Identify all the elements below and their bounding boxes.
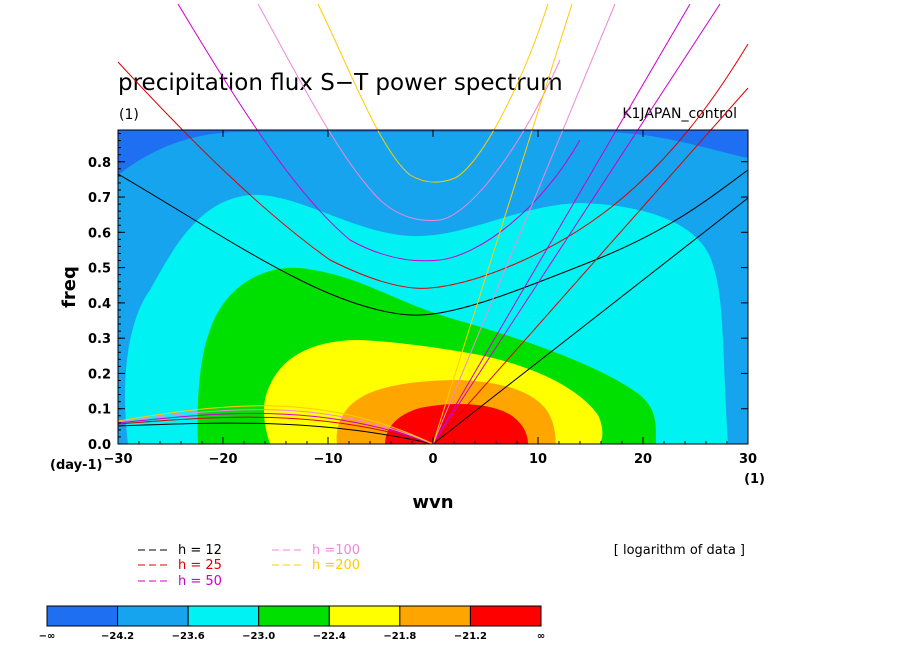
x-unit-label: (1) — [744, 472, 765, 487]
curve-h100-kelvin — [432, 3, 616, 444]
y-tick-label: 0.7 — [88, 191, 111, 206]
colorbar-label: −∞ — [39, 631, 56, 642]
curve-h200-kelvin — [432, 3, 573, 444]
y-tick-label: 0.8 — [88, 156, 111, 171]
curve-h50-kelvin-1 — [432, 3, 721, 444]
curve-h200-lower — [117, 405, 434, 444]
curve-h50-kelvin-2 — [432, 3, 691, 444]
y-tick-label: 0.3 — [88, 332, 111, 347]
chart-subtitle-left: (1) — [119, 107, 139, 123]
colorbar: −∞ −24.2 −23.6 −23.0 −22.4 −21.8 −21.2 ∞ — [39, 605, 545, 642]
y-ticks: 0.0 0.1 0.2 0.3 0.4 0.5 0.6 0.7 0.8 — [88, 133, 748, 453]
y-tick-label: 0.2 — [88, 367, 111, 382]
colorbar-cell — [117, 605, 189, 627]
x-ticks: −30 −20 −10 0 10 20 30 — [104, 130, 757, 467]
chart-title: precipitation flux S−T power spectrum — [118, 70, 563, 96]
colorbar-cell — [469, 605, 542, 627]
colorbar-cell — [187, 605, 260, 627]
curve-h12-kelvin — [432, 197, 749, 444]
x-axis-label: wvn — [412, 492, 453, 513]
curve-h50-lower — [117, 412, 434, 444]
curve-h25-upper — [117, 43, 749, 289]
y-tick-label: 0.5 — [88, 262, 111, 277]
y-tick-label: 0.1 — [88, 403, 111, 418]
x-tick-label: 20 — [634, 452, 652, 467]
x-tick-label: −20 — [209, 452, 238, 467]
y-tick-label: 0.0 — [88, 438, 111, 453]
colorbar-label: −23.6 — [172, 631, 205, 642]
y-tick-label: 0.6 — [88, 226, 111, 241]
colorbar-label: −21.2 — [454, 631, 487, 642]
y-unit-label: (day-1) — [50, 458, 102, 473]
x-tick-label: 30 — [739, 452, 757, 467]
dispersion-curves — [117, 3, 749, 444]
curve-h50-upper — [177, 3, 581, 262]
curve-h100-lower — [117, 409, 434, 444]
data-note: [ logarithm of data ] — [614, 543, 745, 558]
colorbar-label: −21.8 — [383, 631, 416, 642]
curve-h25-kelvin — [432, 87, 749, 444]
colorbar-label: ∞ — [537, 631, 545, 642]
curve-h25-lower — [117, 416, 434, 444]
curve-h12-upper — [117, 169, 749, 316]
legend-label: h =200 — [312, 558, 360, 573]
colorbar-cell — [46, 605, 119, 627]
legend-label: h = 25 — [178, 558, 222, 573]
x-tick-label: −10 — [314, 452, 343, 467]
curve-h12-lower — [117, 422, 434, 444]
legend-label: h = 50 — [178, 574, 222, 589]
colorbar-cell — [399, 605, 471, 627]
legend-label: h = 12 — [178, 543, 222, 558]
colorbar-label: −22.4 — [313, 631, 346, 642]
colorbar-label: −24.2 — [101, 631, 134, 642]
contour-fill — [118, 130, 748, 444]
contour-band-6 — [385, 404, 528, 444]
curve-h100-upper — [257, 3, 561, 221]
colorbar-label: −23.0 — [242, 631, 275, 642]
colorbar-cell — [328, 605, 401, 627]
y-axis-label: freq — [59, 266, 80, 308]
y-tick-label: 0.4 — [88, 297, 111, 312]
x-tick-label: 10 — [529, 452, 547, 467]
x-tick-label: 0 — [428, 452, 437, 467]
x-tick-label: −30 — [104, 452, 133, 467]
legend-label: h =100 — [312, 543, 360, 558]
colorbar-cell — [258, 605, 330, 627]
curve-h200-upper — [317, 3, 549, 183]
